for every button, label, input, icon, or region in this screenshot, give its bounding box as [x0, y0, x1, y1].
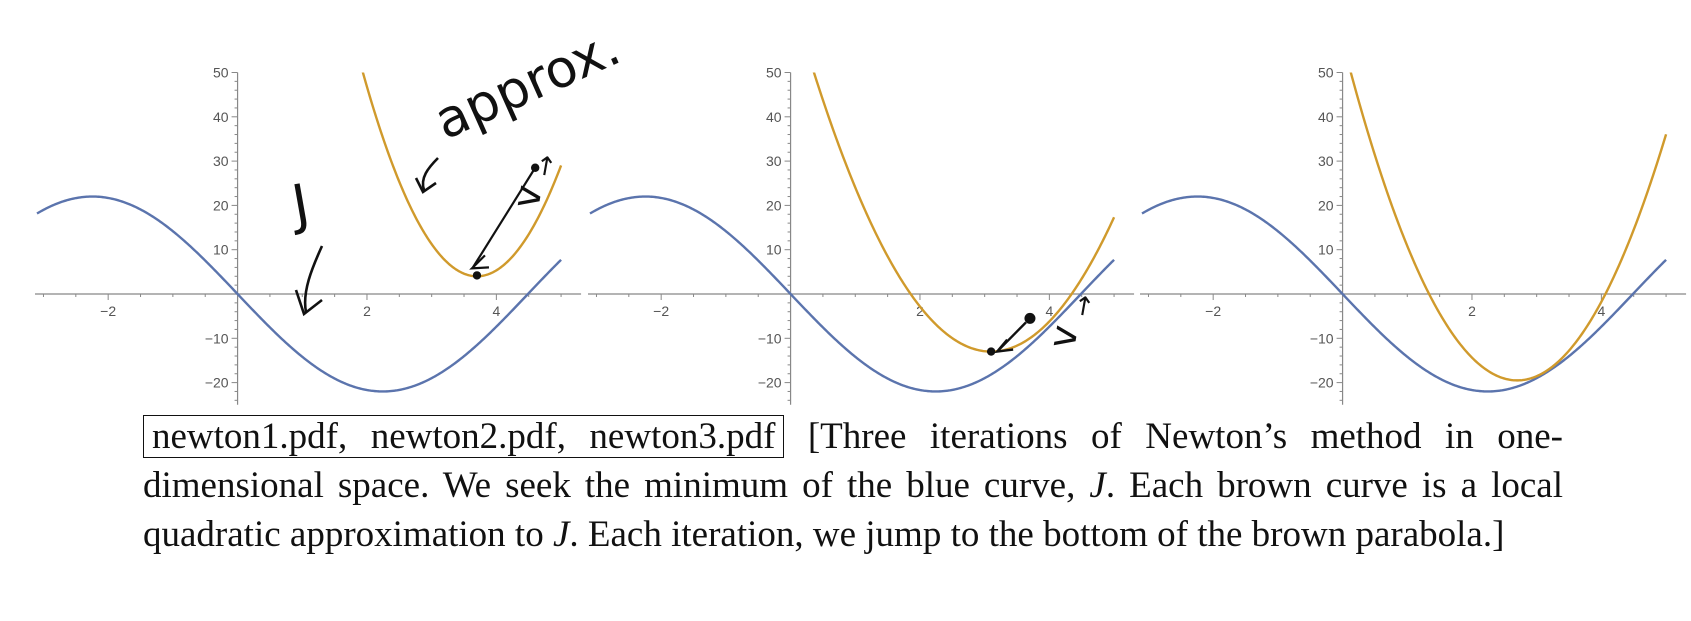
y-tick-label: 10 [213, 242, 229, 258]
y-tick-label: 30 [766, 153, 782, 169]
caption-text-2: . Each brown curve is a local quadratic … [143, 465, 1563, 555]
j-pointer-head [294, 289, 323, 317]
j-pointer-arrow [303, 245, 324, 313]
step-arrow-head [469, 254, 490, 270]
curves-group [1141, 72, 1668, 393]
x-tick-label: 2 [363, 303, 371, 319]
blue-curve-J [36, 195, 562, 393]
chart-panel-3: −2 2 4 −20 −10 10 20 30 40 50 [1140, 65, 1687, 405]
y-tick-label: 30 [1318, 153, 1334, 169]
y-tick-label: 40 [1318, 109, 1334, 125]
caption-j-symbol-2: J [552, 514, 570, 555]
blue-curve-J [1141, 195, 1667, 393]
iterate-point [472, 271, 482, 280]
caption-text-3: . Each iteration, we jump to the bottom … [569, 514, 1505, 555]
approx-pointer-arrow [421, 157, 439, 191]
y-tick-label: −20 [1310, 375, 1334, 391]
caption-text-1: [Three iterations of Newton’s method in … [143, 416, 1563, 506]
y-tick-label: 40 [213, 109, 229, 125]
step-arrow [472, 167, 537, 268]
j-annotation: J [284, 172, 314, 237]
y-tick-label: 50 [1318, 65, 1334, 81]
blue-curve-J [589, 195, 1115, 393]
y-tick-label: −10 [1310, 330, 1334, 346]
v-vector-mark: → [1067, 293, 1100, 320]
chart-panel-2: −2 2 4 −20 −10 10 20 30 40 50 v→ [588, 65, 1135, 405]
file-reference-box: newton1.pdf, newton2.pdf, newton3.pdf [143, 415, 785, 458]
y-tick-label: 20 [1318, 197, 1334, 213]
step-arrow-head [994, 338, 1014, 354]
y-tick-label: −10 [205, 330, 229, 346]
x-tick-label: 2 [916, 303, 924, 319]
x-tick-label: 4 [1597, 303, 1605, 319]
x-tick-label: −2 [653, 303, 669, 319]
y-tick-label: −20 [205, 375, 229, 391]
y-tick-label: 50 [766, 65, 782, 81]
caption-j-symbol-1: J [1089, 465, 1106, 506]
x-tick-label: 4 [1045, 303, 1053, 319]
iterate-point [1024, 312, 1036, 324]
curves-group [589, 72, 1116, 393]
y-tick-label: 10 [1318, 242, 1334, 258]
x-tick-label: 4 [492, 303, 500, 319]
y-tick-label: 10 [766, 242, 782, 258]
brown-quadratic-curve [1349, 72, 1668, 382]
x-tick-label: −2 [100, 303, 116, 319]
v-vector-mark: → [529, 153, 562, 180]
approx-annotation: approx. [426, 17, 629, 151]
y-tick-label: −10 [758, 330, 782, 346]
v-annotation: v [1040, 322, 1087, 352]
y-tick-label: 20 [766, 197, 782, 213]
approx-pointer-head [414, 177, 437, 194]
figure-caption: newton1.pdf, newton2.pdf, newton3.pdf [T… [143, 412, 1563, 559]
iterate-point [986, 347, 996, 356]
y-tick-label: 40 [766, 109, 782, 125]
y-tick-label: 50 [213, 65, 229, 81]
brown-quadratic-curve [812, 72, 1116, 353]
y-tick-label: 30 [213, 153, 229, 169]
x-tick-label: 2 [1468, 303, 1476, 319]
x-tick-label: −2 [1205, 303, 1221, 319]
y-tick-label: −20 [758, 375, 782, 391]
y-tick-label: 20 [213, 197, 229, 213]
